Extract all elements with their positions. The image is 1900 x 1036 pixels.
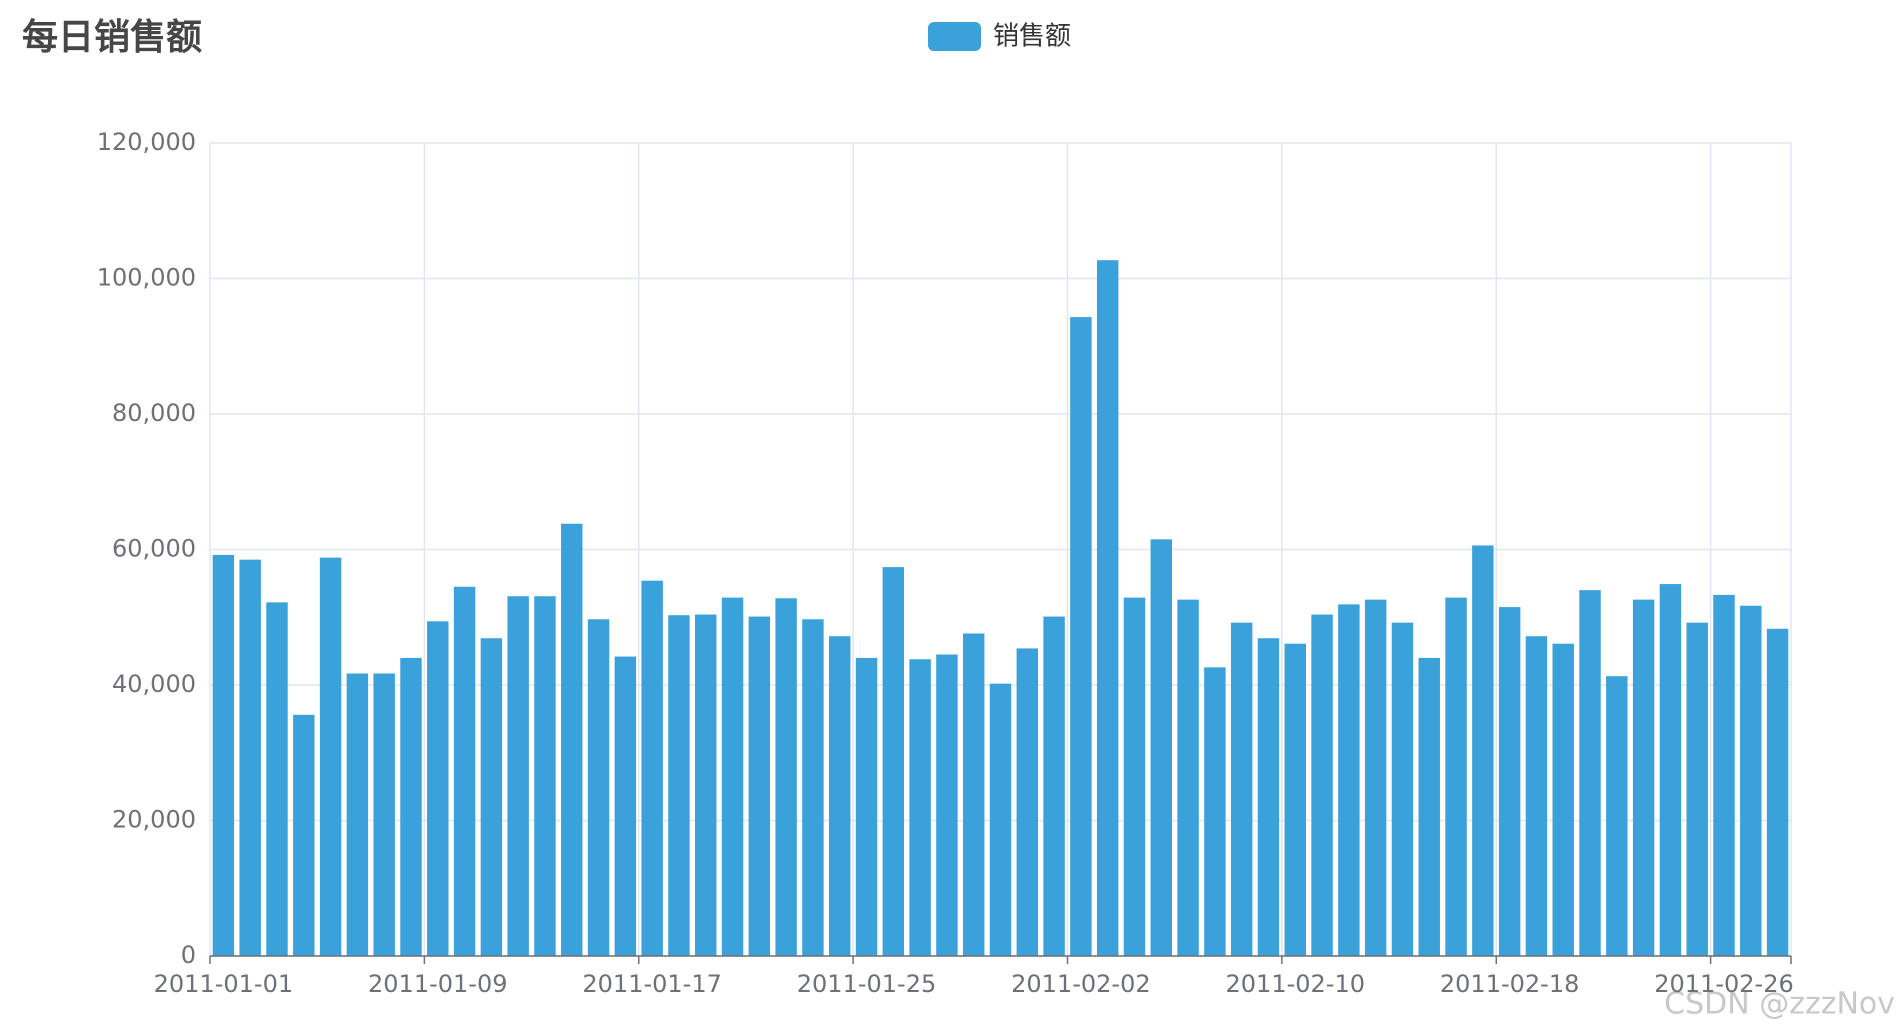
bar — [1204, 667, 1226, 956]
bar — [1525, 636, 1548, 956]
bar — [1579, 590, 1601, 956]
bar — [721, 597, 744, 956]
bar — [1391, 622, 1414, 956]
bar — [1123, 597, 1146, 956]
watermark: CSDN @zzzNov — [1664, 987, 1895, 1022]
bar — [1445, 597, 1467, 956]
y-tick-label: 40,000 — [112, 670, 196, 698]
x-tick-label: 2011-01-25 — [797, 970, 936, 998]
bar — [427, 621, 449, 956]
bar — [936, 654, 958, 956]
x-tick-label: 2011-02-02 — [1011, 970, 1150, 998]
bar — [1498, 607, 1521, 956]
bar — [1418, 657, 1440, 956]
bar — [695, 614, 717, 956]
x-tick-label: 2011-01-01 — [154, 970, 293, 998]
x-tick-label: 2011-01-17 — [582, 970, 721, 998]
bar — [1070, 317, 1092, 956]
y-tick-label: 20,000 — [112, 806, 196, 834]
bar — [1740, 605, 1762, 956]
bar — [829, 636, 851, 956]
legend-swatch[interactable] — [928, 22, 981, 51]
bar — [909, 659, 931, 956]
bar — [293, 714, 315, 956]
bar — [373, 673, 395, 956]
bar — [1659, 584, 1682, 956]
bar — [855, 657, 878, 956]
bar — [1016, 648, 1039, 956]
bar — [802, 619, 824, 956]
x-tick-label: 2011-01-09 — [368, 970, 507, 998]
bar — [668, 615, 690, 956]
bar — [748, 616, 771, 956]
bar — [641, 580, 663, 956]
bar — [1713, 594, 1735, 956]
bar — [319, 557, 342, 956]
bar — [989, 683, 1012, 956]
chart-title: 每日销售额 — [22, 17, 202, 58]
bar — [775, 598, 797, 956]
bar — [346, 673, 369, 956]
bar — [1230, 622, 1253, 956]
bar — [1472, 545, 1494, 956]
y-tick-label: 120,000 — [97, 128, 196, 156]
x-tick-label: 2011-02-26 — [1654, 970, 1793, 998]
bar — [1552, 643, 1574, 956]
bar — [266, 602, 288, 956]
bar — [1177, 599, 1199, 956]
bar — [480, 638, 503, 956]
y-tick-label: 60,000 — [112, 535, 196, 563]
bar — [1257, 638, 1280, 956]
bar — [1766, 628, 1789, 956]
bar — [212, 554, 235, 956]
bar — [1632, 599, 1655, 956]
y-tick-label: 0 — [181, 941, 196, 969]
x-tick-label: 2011-02-18 — [1440, 970, 1579, 998]
bar — [1606, 676, 1628, 956]
legend-label[interactable]: 销售额 — [993, 22, 1071, 52]
y-tick-label: 80,000 — [112, 399, 196, 427]
bar — [1150, 539, 1172, 956]
bar — [534, 596, 556, 956]
bar — [1096, 260, 1119, 956]
bar — [614, 656, 637, 956]
y-tick-label: 100,000 — [97, 264, 196, 292]
bar — [1043, 616, 1065, 956]
bar — [400, 657, 422, 956]
bar — [962, 633, 985, 956]
bar — [1364, 599, 1387, 956]
bar — [882, 567, 905, 956]
bar — [587, 619, 610, 956]
bar — [1311, 614, 1333, 956]
bar — [453, 586, 476, 956]
bar — [561, 523, 583, 956]
bar — [239, 559, 261, 956]
bar — [1284, 643, 1306, 956]
bar — [1338, 604, 1360, 956]
x-tick-label: 2011-02-10 — [1226, 970, 1365, 998]
bar — [1686, 622, 1708, 956]
bar — [507, 596, 529, 956]
